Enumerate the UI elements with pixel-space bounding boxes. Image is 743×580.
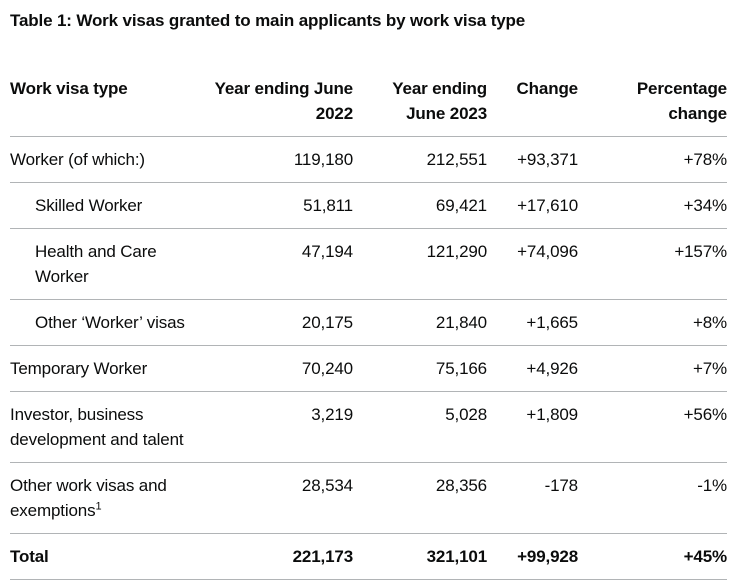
- cell-year-2022: 70,240: [210, 345, 353, 392]
- row-label-text: Worker (of which:): [10, 150, 145, 169]
- cell-year-2022: 20,175: [210, 299, 353, 346]
- cell-year-2022: 51,811: [210, 182, 353, 229]
- cell-year-2023: 28,356: [353, 462, 487, 534]
- cell-change: -178: [487, 462, 578, 534]
- cell-year-2022: 3,219: [210, 391, 353, 463]
- table-row-other-work-visas-exemptions: Other work visas and exemptions1 28,534 …: [10, 462, 727, 534]
- row-label: Other ‘Worker’ visas: [10, 299, 210, 346]
- table-row-other-worker-visas: Other ‘Worker’ visas 20,175 21,840 +1,66…: [10, 299, 727, 346]
- table-header-row: Work visa type Year ending June 2022 Yea…: [10, 66, 727, 137]
- row-label-text: Total: [10, 547, 49, 566]
- work-visas-table: Work visa type Year ending June 2022 Yea…: [10, 66, 727, 580]
- cell-change: +93,371: [487, 136, 578, 183]
- table-row-skilled-worker: Skilled Worker 51,811 69,421 +17,610 +34…: [10, 182, 727, 229]
- cell-percentage-change: +8%: [578, 299, 727, 346]
- table-row-investor-business-development-talent: Investor, business development and talen…: [10, 391, 727, 463]
- cell-change: +74,096: [487, 228, 578, 300]
- cell-year-2023: 75,166: [353, 345, 487, 392]
- cell-year-2022: 28,534: [210, 462, 353, 534]
- cell-percentage-change: +34%: [578, 182, 727, 229]
- cell-change: +1,809: [487, 391, 578, 463]
- cell-change: +17,610: [487, 182, 578, 229]
- row-label: Worker (of which:): [10, 136, 210, 183]
- cell-percentage-change: +78%: [578, 136, 727, 183]
- cell-change: +4,926: [487, 345, 578, 392]
- row-label: Other work visas and exemptions1: [10, 462, 210, 534]
- cell-year-2023: 321,101: [353, 533, 487, 580]
- footnote-marker: 1: [95, 500, 102, 513]
- column-header-change: Change: [487, 66, 578, 137]
- cell-year-2023: 5,028: [353, 391, 487, 463]
- table-row-total: Total 221,173 321,101 +99,928 +45%: [10, 533, 727, 580]
- cell-year-2023: 121,290: [353, 228, 487, 300]
- column-header-year-ending-june-2023: Year ending June 2023: [353, 66, 487, 137]
- cell-year-2022: 47,194: [210, 228, 353, 300]
- cell-percentage-change: -1%: [578, 462, 727, 534]
- column-header-work-visa-type: Work visa type: [10, 66, 210, 137]
- row-label: Skilled Worker: [10, 182, 210, 229]
- cell-year-2023: 212,551: [353, 136, 487, 183]
- row-label: Temporary Worker: [10, 345, 210, 392]
- row-label-text: Skilled Worker: [35, 196, 143, 215]
- cell-change: +1,665: [487, 299, 578, 346]
- row-label: Total: [10, 533, 210, 580]
- cell-percentage-change: +56%: [578, 391, 727, 463]
- row-label-text: Other ‘Worker’ visas: [35, 313, 185, 332]
- cell-percentage-change: +157%: [578, 228, 727, 300]
- row-label-text: Investor, business development and talen…: [10, 405, 184, 449]
- cell-percentage-change: +7%: [578, 345, 727, 392]
- cell-year-2023: 69,421: [353, 182, 487, 229]
- table-row-worker: Worker (of which:) 119,180 212,551 +93,3…: [10, 136, 727, 183]
- cell-year-2022: 221,173: [210, 533, 353, 580]
- cell-year-2023: 21,840: [353, 299, 487, 346]
- row-label-text: Other work visas and exemptions: [10, 476, 167, 520]
- row-label-text: Health and Care Worker: [35, 242, 157, 286]
- row-label: Investor, business development and talen…: [10, 391, 210, 463]
- cell-year-2022: 119,180: [210, 136, 353, 183]
- table-row-health-and-care-worker: Health and Care Worker 47,194 121,290 +7…: [10, 228, 727, 300]
- column-header-year-ending-june-2022: Year ending June 2022: [210, 66, 353, 137]
- cell-change: +99,928: [487, 533, 578, 580]
- cell-percentage-change: +45%: [578, 533, 727, 580]
- table-row-temporary-worker: Temporary Worker 70,240 75,166 +4,926 +7…: [10, 345, 727, 392]
- table-title: Table 1: Work visas granted to main appl…: [10, 11, 526, 30]
- column-header-percentage-change: Percentage change: [578, 66, 727, 137]
- row-label-text: Temporary Worker: [10, 359, 148, 378]
- row-label: Health and Care Worker: [10, 228, 210, 300]
